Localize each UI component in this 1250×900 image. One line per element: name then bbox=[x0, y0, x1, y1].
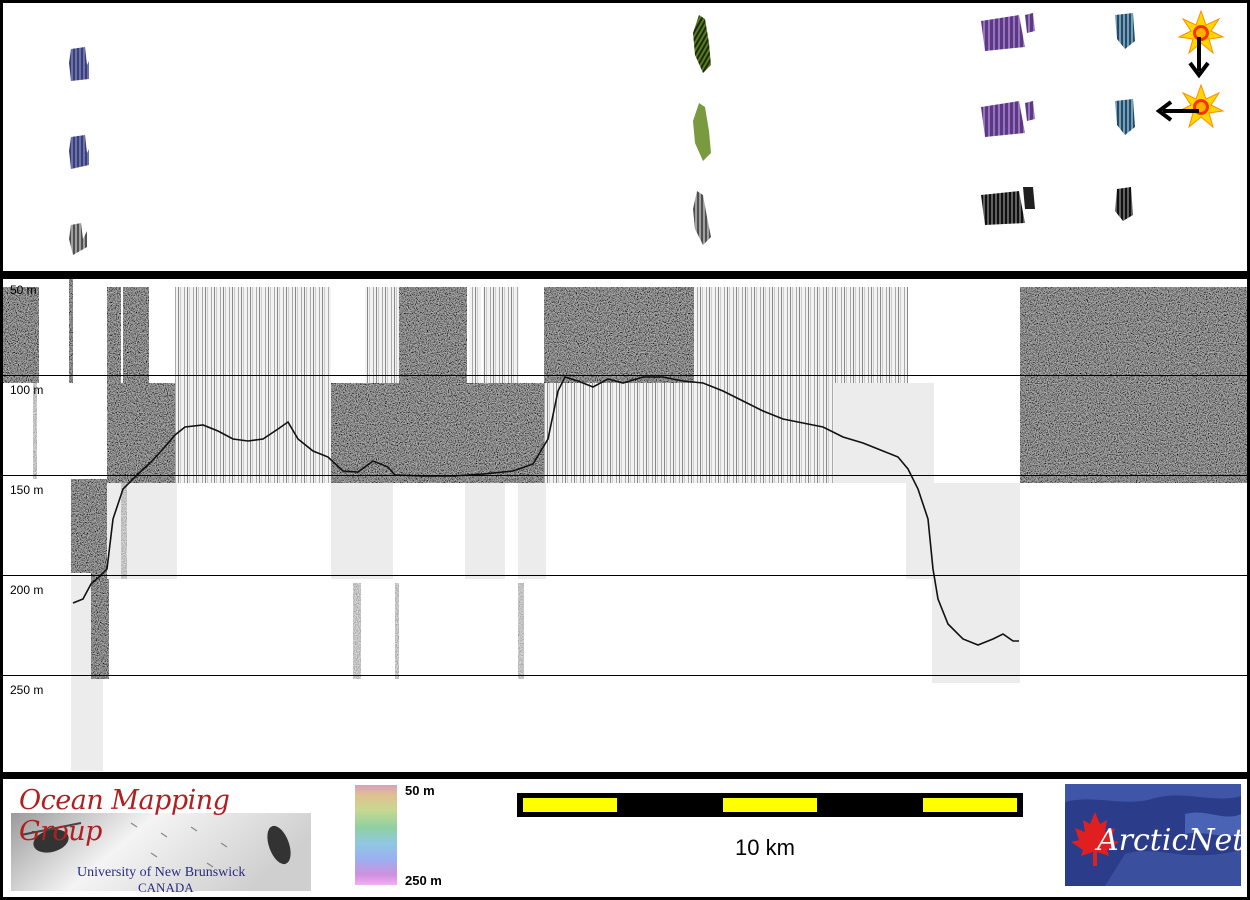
echogram-block bbox=[469, 287, 481, 383]
omg-title: Ocean Mapping Group bbox=[19, 785, 230, 847]
arcticnet-logo-graphic: ArcticNet bbox=[1065, 784, 1241, 886]
depth-label: 200 m bbox=[10, 583, 44, 597]
omg-subtitle: University of New Brunswick bbox=[77, 865, 246, 880]
echogram-block bbox=[143, 483, 177, 579]
profile-graphic bbox=[3, 279, 1247, 771]
echogram-block bbox=[175, 287, 331, 383]
omg-logo-graphic bbox=[11, 813, 311, 891]
echogram-block bbox=[1020, 287, 1247, 483]
echogram-block bbox=[834, 287, 908, 383]
colorbar-bottom-label: 250 m bbox=[405, 873, 442, 888]
echogram-block bbox=[465, 483, 505, 579]
arrow-left-icon bbox=[1155, 100, 1199, 122]
echogram-block bbox=[107, 383, 177, 483]
swath-thumbnail-1-shaded bbox=[69, 135, 89, 169]
swath-thumbnail-2-shaded bbox=[693, 103, 711, 161]
scale-label: 10 km bbox=[735, 835, 795, 860]
echogram-block bbox=[694, 287, 834, 383]
echogram-block bbox=[121, 483, 127, 579]
echogram-block bbox=[399, 287, 467, 383]
echogram-block bbox=[353, 583, 361, 679]
depth-gridline bbox=[3, 475, 1247, 476]
thumbnail-layer bbox=[69, 9, 1225, 255]
water-column-echogram bbox=[3, 279, 1247, 771]
echogram-block bbox=[518, 583, 524, 679]
swath-thumbnail-panel bbox=[3, 3, 1247, 271]
echogram-block bbox=[932, 483, 1020, 683]
scale-segment bbox=[523, 798, 617, 812]
echogram-block bbox=[395, 583, 399, 679]
scale-segment bbox=[723, 798, 817, 812]
swath-thumbnail-1-depth bbox=[69, 47, 89, 81]
swath-thumbnail-4-depth bbox=[1115, 13, 1135, 49]
echogram-block bbox=[123, 287, 149, 383]
echogram-block bbox=[3, 287, 39, 383]
echogram-block bbox=[694, 383, 834, 483]
depth-colorbar bbox=[355, 785, 397, 885]
arcticnet-wordmark: ArcticNet bbox=[1094, 823, 1241, 858]
echogram-block bbox=[544, 287, 694, 383]
arrow-down-icon bbox=[1188, 37, 1210, 79]
depth-label: 250 m bbox=[10, 683, 44, 697]
footer-panel: Ocean Mapping Group University of New Br… bbox=[3, 779, 1247, 897]
scale-segment bbox=[923, 798, 1017, 812]
depth-label: 150 m bbox=[10, 483, 44, 497]
echogram-block bbox=[365, 287, 399, 383]
echogram-block bbox=[107, 287, 121, 383]
echogram-block bbox=[395, 383, 545, 483]
swath-thumbnail-2-depth bbox=[693, 15, 711, 73]
depth-label: 100 m bbox=[10, 383, 44, 397]
swath-thumbnail-2-backscatter bbox=[693, 191, 711, 245]
echogram-block bbox=[544, 383, 694, 483]
echogram-block bbox=[834, 383, 934, 483]
colorbar-top-label: 50 m bbox=[405, 783, 435, 798]
depth-profile-panel: 50 m 100 m 150 m 200 m 250 m bbox=[3, 279, 1247, 772]
swath-thumbnail-4-backscatter bbox=[1115, 187, 1133, 221]
swath-thumbnail-3-shaded bbox=[981, 101, 1035, 137]
omg-country: CANADA bbox=[138, 880, 194, 895]
swath-thumbnail-3-backscatter bbox=[981, 187, 1035, 225]
sun-icon bbox=[1177, 83, 1225, 129]
depth-label: 50 m bbox=[10, 283, 37, 297]
echogram-block bbox=[518, 483, 546, 579]
depth-gridline bbox=[3, 375, 1247, 376]
echogram-block bbox=[175, 383, 335, 483]
echogram-block bbox=[33, 383, 37, 479]
echogram-block bbox=[331, 483, 393, 579]
depth-gridline bbox=[3, 675, 1247, 676]
depth-gridline bbox=[3, 575, 1247, 576]
scale-bar bbox=[517, 793, 1023, 817]
echogram-block bbox=[91, 479, 109, 679]
echogram-block bbox=[483, 287, 519, 383]
swath-thumbnail-4-shaded bbox=[1115, 99, 1135, 135]
ocean-mapping-group-logo: Ocean Mapping Group University of New Br… bbox=[11, 783, 311, 895]
echogram-block bbox=[69, 279, 73, 383]
swath-thumbnail-1-backscatter bbox=[69, 223, 87, 255]
swath-thumbnail-3-depth bbox=[981, 13, 1035, 51]
arcticnet-logo: ArcticNet bbox=[1065, 784, 1241, 886]
maple-leaf-icon bbox=[1071, 812, 1119, 866]
